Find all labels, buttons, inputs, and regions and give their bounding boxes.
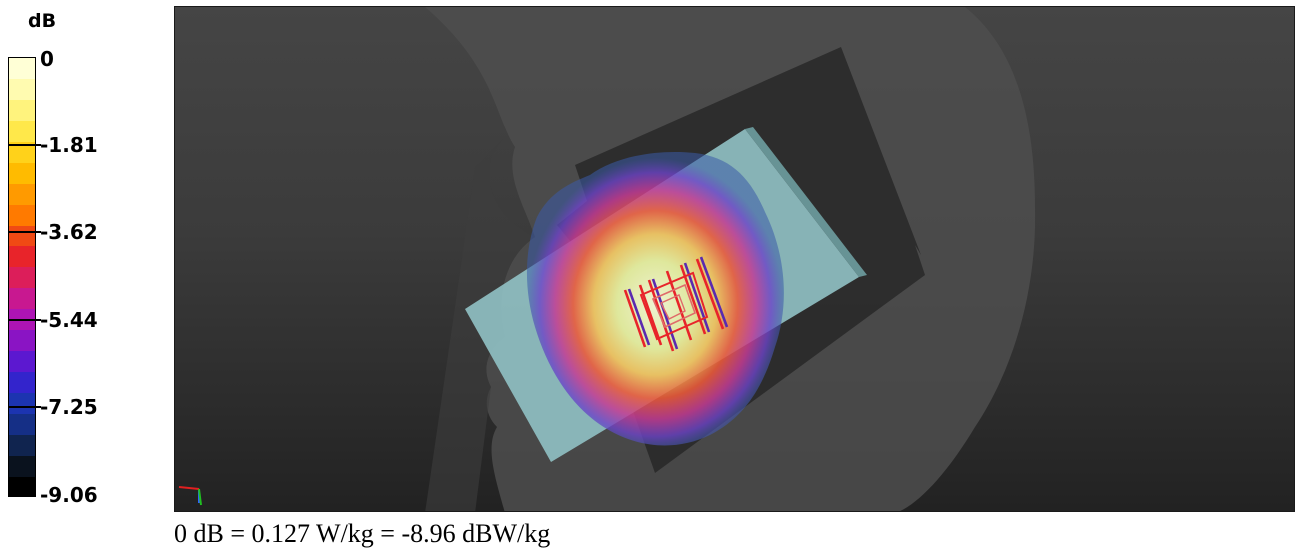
reference-caption: 0 dB = 0.127 W/kg = -8.96 dBW/kg — [174, 519, 551, 548]
antenna-traces — [623, 256, 729, 352]
colorbar-band — [9, 141, 35, 163]
legend-tick-label: -5.44 — [40, 307, 98, 332]
legend-tick-label: 0 — [40, 47, 54, 71]
colorbar-band — [9, 99, 35, 121]
3d-viewport[interactable] — [174, 6, 1295, 512]
colorbar-band — [9, 413, 35, 435]
colorbar-band — [9, 393, 35, 414]
colorbar-band — [9, 58, 35, 79]
legend-tick-label: -7.25 — [40, 395, 98, 420]
sar-scene — [178, 7, 1036, 511]
colorbar-band — [9, 204, 35, 226]
colorbar-band — [9, 267, 35, 289]
colorbar-band — [9, 455, 35, 477]
colorbar-band — [9, 246, 35, 268]
colorbar-band — [9, 372, 35, 393]
colorbar-band — [9, 225, 35, 247]
colorbar-band — [9, 162, 35, 184]
legend-tick-mark — [8, 231, 41, 234]
legend-tick-mark — [8, 143, 41, 146]
axis-triad-icon — [178, 486, 202, 506]
colorbar-band — [9, 78, 35, 100]
legend-tick-mark — [8, 318, 41, 321]
colorbar-band — [9, 330, 35, 352]
color-legend: dB 0 -1.81 -3.62 -5.44 -7.25 -9.06 — [0, 0, 170, 512]
legend-tick-label: -1.81 — [40, 132, 98, 157]
colorbar-band — [9, 476, 35, 496]
colorbar — [8, 57, 36, 497]
colorbar-band — [9, 120, 35, 142]
legend-unit-label: dB — [28, 10, 57, 32]
colorbar-band — [9, 351, 35, 373]
legend-tick-label: -3.62 — [40, 220, 98, 245]
legend-tick-label: -9.06 — [40, 483, 98, 507]
colorbar-band — [9, 183, 35, 205]
legend-tick-mark — [8, 406, 41, 409]
phone-edge — [745, 127, 867, 277]
colorbar-band — [9, 434, 35, 456]
colorbar-band — [9, 288, 35, 310]
